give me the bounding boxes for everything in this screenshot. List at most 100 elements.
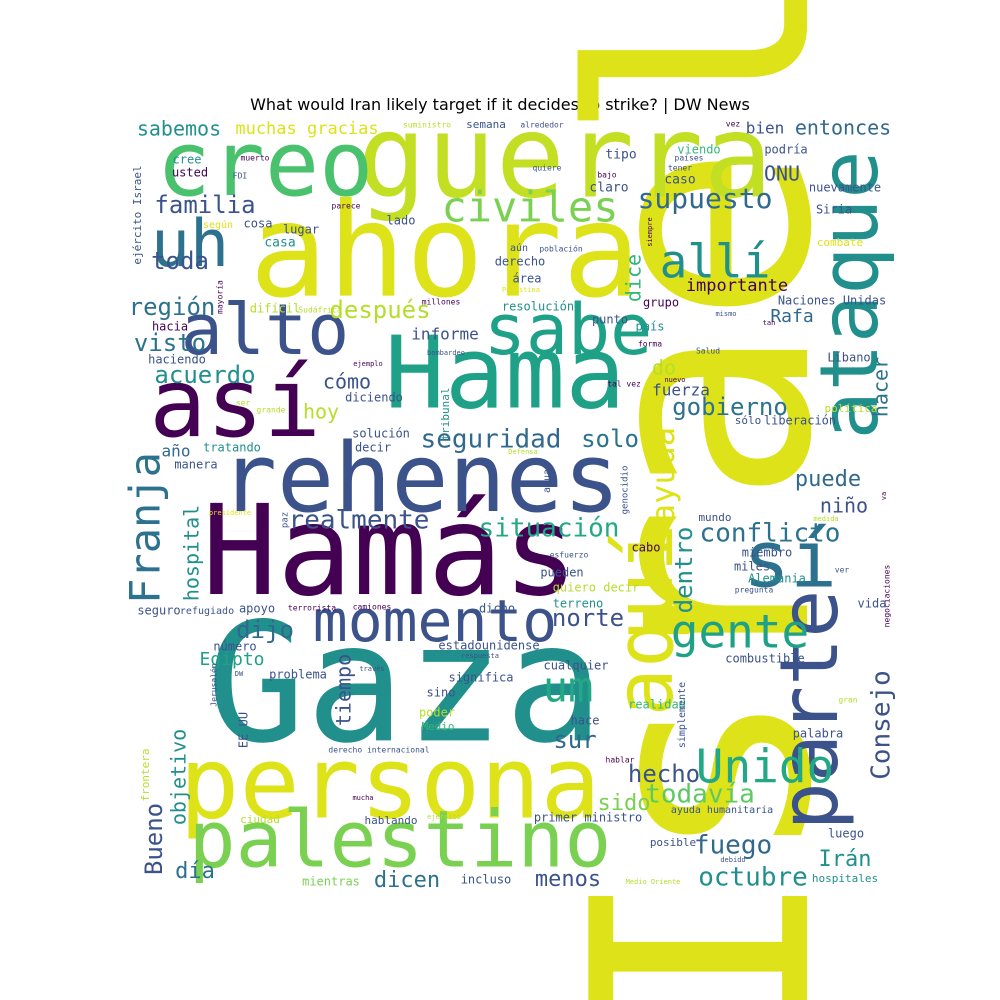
cloud-word: año [162, 442, 191, 461]
cloud-word: mayoría [216, 280, 225, 314]
cloud-word: lado [387, 214, 416, 228]
cloud-word: manera [174, 458, 217, 472]
cloud-word: Líbano [827, 351, 870, 365]
cloud-word: muchas gracias [235, 119, 378, 139]
cloud-word: sabe [484, 289, 653, 371]
cloud-word: ciudad [240, 813, 280, 826]
cloud-word: nuevo [664, 376, 685, 384]
cloud-word: hacia [152, 320, 188, 334]
cloud-word: lugar [283, 223, 319, 237]
cloud-word: mismo [715, 310, 736, 318]
cloud-word: realidad [628, 698, 686, 712]
cloud-word: resolución [502, 300, 574, 314]
cloud-word: primer ministro [534, 811, 642, 825]
cloud-word: gente [671, 605, 809, 659]
cloud-word: parece [332, 202, 361, 211]
cloud-word: bajo [597, 171, 616, 180]
cloud-word: viendo [677, 143, 720, 157]
cloud-word: tiempo [332, 654, 356, 726]
cloud-word: entonces [795, 116, 891, 140]
cloud-word: combustible [725, 652, 804, 666]
cloud-word: ejército [427, 813, 461, 821]
chart-title: What would Iran likely target if it deci… [250, 95, 750, 114]
cloud-word: sabemos [137, 117, 221, 141]
cloud-word: frontera [139, 749, 152, 802]
cloud-word: países [675, 154, 704, 163]
cloud-word: esfuerzo [550, 551, 589, 560]
cloud-word: cree [173, 153, 202, 167]
cloud-word: dice [622, 254, 646, 302]
cloud-word: Naciones Unidas [778, 294, 886, 308]
cloud-word: ONU [764, 162, 800, 186]
cloud-word: derecho internacional [328, 746, 429, 755]
cloud-word: hace [571, 714, 600, 728]
cloud-word: luego [828, 827, 864, 841]
cloud-word: Salud [696, 347, 720, 356]
cloud-word: sólo [735, 414, 762, 427]
cloud-word: cómo [323, 370, 371, 394]
cloud-word: pueden [540, 566, 583, 580]
cloud-word: solo [581, 425, 639, 453]
cloud-word: población [539, 244, 583, 254]
cloud-word: solución [352, 427, 410, 441]
cloud-word: miles [734, 560, 770, 574]
cloud-word: millones [422, 298, 461, 307]
cloud-word: palabra [793, 727, 844, 741]
cloud-word: usted [172, 166, 208, 180]
cloud-word: mucha [352, 794, 373, 802]
cloud-word: EE UU [237, 712, 251, 748]
cloud-word: área [513, 272, 542, 286]
cloud-word: mientras [302, 875, 360, 889]
cloud-word: diciendo [345, 391, 403, 405]
cloud-word: medida [813, 515, 838, 523]
cloud-word: tal vez [607, 380, 641, 389]
cloud-word: después [329, 296, 430, 324]
cloud-word: familia [154, 191, 255, 219]
cloud-word: gobierno [672, 393, 788, 421]
cloud-word: miembro [742, 546, 793, 560]
cloud-word: tan [763, 319, 776, 327]
cloud-word: gran [838, 696, 857, 705]
cloud-word: terrorista [288, 604, 336, 613]
cloud-word: quiero decir [553, 581, 640, 595]
cloud-word: Medio [421, 720, 454, 733]
cloud-word: caso [664, 173, 695, 188]
cloud-word: Hamás [202, 479, 578, 624]
cloud-word: así [149, 349, 321, 459]
cloud-word: ahora [249, 175, 640, 327]
cloud-word: Gaza [206, 587, 603, 779]
cloud-word: sí [743, 515, 837, 605]
cloud-word: octubre [698, 863, 808, 893]
cloud-word: vez [726, 120, 741, 129]
cloud-word: seguro [137, 604, 180, 618]
cloud-word: ver [835, 566, 850, 575]
cloud-word: hecho [628, 760, 700, 788]
cloud-word: objetivo [167, 729, 191, 825]
cloud-word: persona [179, 724, 600, 841]
cloud-word: realmente [289, 506, 430, 536]
cloud-word: Sudáfrica [298, 306, 342, 315]
cloud-word: creo [157, 112, 374, 217]
cloud-word: poder [419, 706, 455, 720]
cloud-word: informe [411, 325, 478, 344]
cloud-word: punto [592, 313, 628, 327]
cloud-word: siempre [646, 217, 654, 247]
cloud-word: combate [817, 236, 863, 249]
cloud-word: camiones [353, 603, 392, 612]
cloud-word: posible [650, 836, 696, 849]
cloud-word: hablando [365, 814, 418, 827]
cloud-word: hoy [303, 400, 339, 424]
cloud-word: derecho [495, 255, 546, 269]
cloud-word: norte [552, 604, 624, 632]
cloud-word: incluso [461, 873, 512, 887]
cloud-word: sur [553, 726, 596, 754]
cloud-word: pregunta [735, 586, 774, 595]
cloud-word: Israel [529, 0, 878, 1000]
cloud-word: ayuda humanitaria [671, 805, 773, 816]
cloud-word: guerra [357, 91, 772, 225]
cloud-word: Defensa [508, 448, 538, 456]
cloud-word: región [129, 293, 216, 321]
cloud-word: fuego [694, 831, 772, 861]
cloud-word: refugiado [180, 606, 234, 617]
cloud-word: estadounidense [438, 639, 539, 653]
